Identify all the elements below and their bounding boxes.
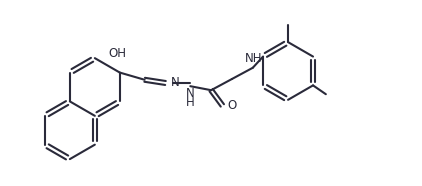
Text: N: N [170,76,179,89]
Text: OH: OH [109,47,127,60]
Text: O: O [227,99,236,112]
Text: N: N [186,87,195,100]
Text: NH: NH [245,52,262,65]
Text: H: H [186,96,195,109]
